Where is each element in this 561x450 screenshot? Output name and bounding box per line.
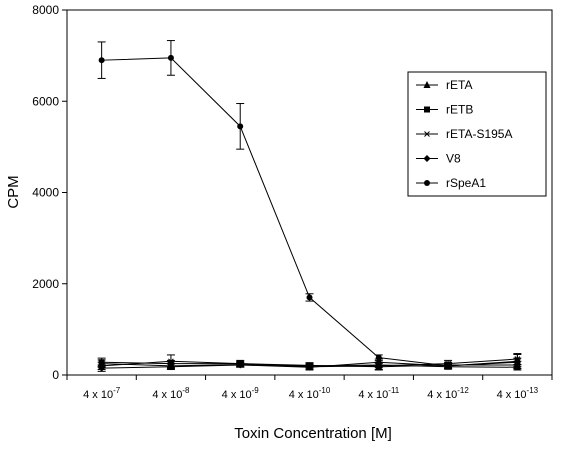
legend-label: rETA	[446, 78, 472, 92]
y-tick-label: 6000	[32, 94, 59, 108]
diamond-marker	[98, 364, 106, 372]
diamond-marker	[306, 363, 313, 371]
x-tick-label: 4 x 10-9	[222, 386, 260, 401]
y-tick-label: 4000	[32, 186, 59, 200]
legend-label: rETA-S195A	[446, 127, 512, 141]
legend: rETA rETB rETA-S195A V8 rSpeA1	[407, 71, 547, 197]
star-marker	[423, 131, 431, 137]
y-tick-label: 0	[52, 368, 59, 382]
y-tick-label: 2000	[32, 277, 59, 291]
star-stroke	[424, 131, 430, 137]
legend-item: rETA	[416, 78, 472, 92]
x-tick-label: 4 x 10-7	[83, 386, 121, 401]
circle-marker	[237, 123, 244, 130]
star-stroke	[168, 358, 174, 365]
x-axis-label: Toxin Concentration [M]	[234, 425, 392, 442]
square-marker	[424, 106, 430, 113]
legend-label: V8	[446, 152, 461, 166]
circle-marker	[98, 57, 105, 64]
legend-label: rETB	[446, 103, 473, 117]
legend-box	[407, 71, 547, 197]
diamond-marker	[167, 363, 175, 371]
diamond-marker	[236, 361, 244, 369]
legend-label: rSpeA1	[446, 176, 486, 190]
x-tick-label: 4 x 10-12	[427, 386, 469, 401]
circle-marker	[514, 358, 521, 365]
legend-item: rETB	[416, 103, 473, 117]
diamond-marker	[423, 155, 431, 162]
legend-item: rETA-S195A	[416, 127, 512, 141]
circle-marker	[306, 294, 313, 301]
y-axis: 0 2000 4000 6000 8000	[32, 3, 67, 382]
triangle-marker	[423, 81, 431, 88]
circle-marker	[424, 180, 430, 186]
x-tick-label: 4 x 10-10	[289, 386, 331, 401]
circle-marker	[445, 362, 452, 369]
y-tick-label: 8000	[32, 3, 59, 17]
circle-marker	[167, 54, 174, 61]
y-axis-label: CPM	[5, 175, 22, 208]
x-tick-label: 4 x 10-13	[497, 386, 539, 401]
series-rspea1	[97, 40, 522, 370]
x-axis: 4 x 10-7 4 x 10-8 4 x 10-9 4 x 10-10 4 x 10-…	[66, 375, 553, 401]
series-layer	[97, 40, 522, 372]
circle-marker	[375, 354, 382, 361]
legend-item: rSpeA1	[416, 176, 486, 190]
legend-item: V8	[416, 152, 461, 166]
star-marker	[167, 358, 175, 365]
x-tick-label: 4 x 10-11	[358, 386, 399, 401]
x-tick-label: 4 x 10-8	[152, 386, 190, 401]
